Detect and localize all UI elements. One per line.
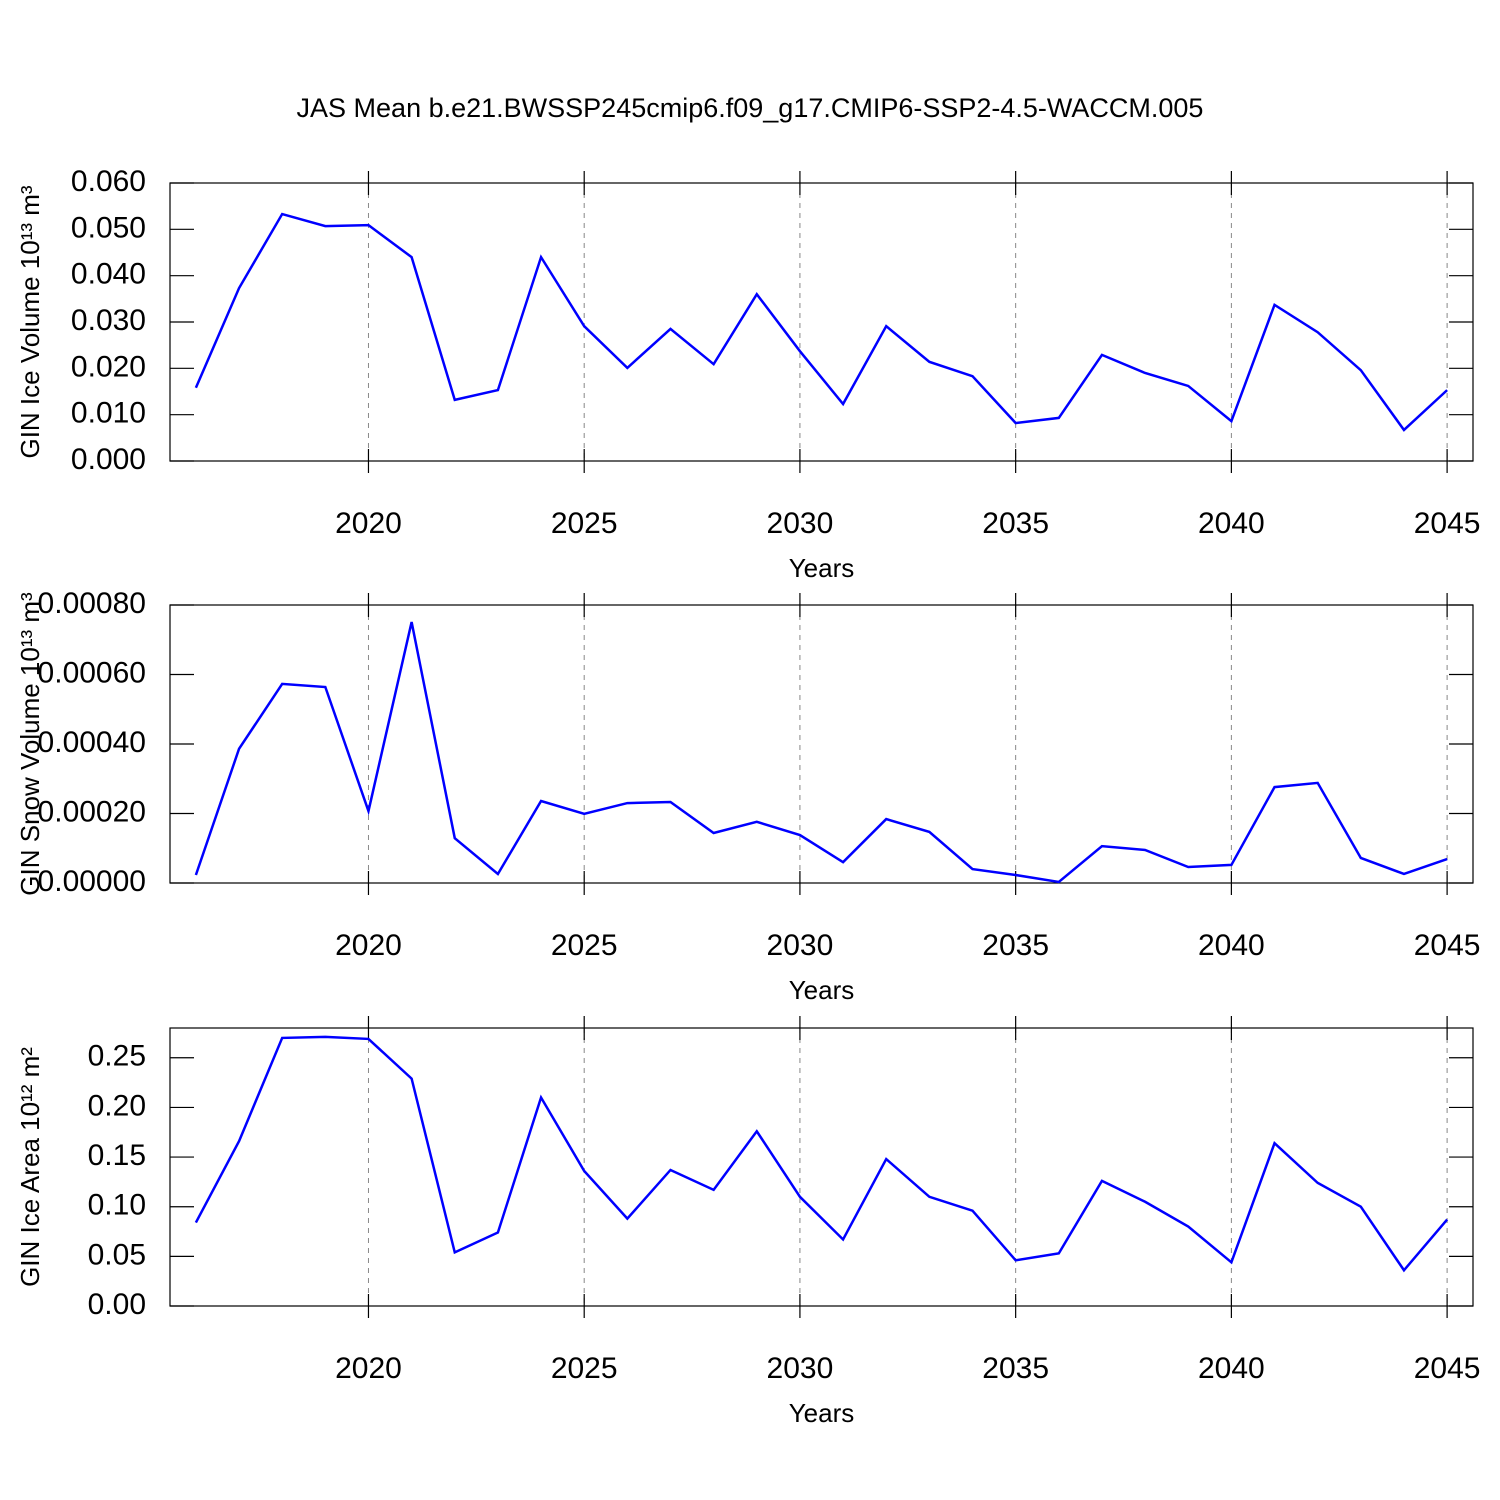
plot-frame: [169, 604, 1474, 884]
x-tick-label: 2045: [1414, 929, 1481, 962]
x-tick-label: 2030: [767, 507, 834, 540]
x-tick-label: 2040: [1198, 929, 1265, 962]
y-tick-label: 0.05: [88, 1238, 146, 1271]
y-tick-label: 0.030: [71, 304, 146, 337]
x-tick-label: 2020: [335, 507, 402, 540]
y-axis-label: GIN Ice Volume 10¹³ m³: [15, 185, 45, 458]
x-tick-label: 2045: [1414, 507, 1481, 540]
y-tick-label: 0.020: [71, 350, 146, 383]
x-tick-label: 2025: [551, 507, 618, 540]
y-tick-label: 0.00080: [38, 587, 146, 620]
y-tick-label: 0.00060: [38, 656, 146, 689]
x-tick-label: 2035: [982, 929, 1049, 962]
x-tick-label: 2020: [335, 929, 402, 962]
x-tick-label: 2040: [1198, 507, 1265, 540]
x-tick-label: 2035: [982, 1352, 1049, 1385]
y-axis-label: GIN Snow Volume 10¹³ m³: [15, 592, 45, 896]
y-tick-label: 0.040: [71, 258, 146, 291]
data-line: [194, 1035, 1449, 1273]
x-axis-label: Years: [789, 1398, 855, 1428]
x-tick-label: 2030: [767, 929, 834, 962]
x-axis-label: Years: [789, 553, 855, 583]
data-line: [194, 621, 1448, 884]
y-tick-label: 0.10: [88, 1189, 146, 1222]
y-tick-label: 0.25: [88, 1040, 146, 1073]
x-tick-label: 2020: [335, 1352, 402, 1385]
y-tick-label: 0.010: [71, 397, 146, 430]
x-tick-label: 2025: [551, 929, 618, 962]
x-axis-label: Years: [789, 975, 855, 1005]
y-axis-label: GIN Ice Area 10¹² m²: [15, 1047, 45, 1287]
x-tick-label: 2040: [1198, 1352, 1265, 1385]
plot-frame: [169, 1027, 1474, 1307]
y-tick-label: 0.00000: [38, 865, 146, 898]
y-tick-label: 0.00: [88, 1288, 146, 1321]
data-line: [194, 212, 1448, 432]
x-tick-label: 2045: [1414, 1352, 1481, 1385]
x-tick-label: 2025: [551, 1352, 618, 1385]
x-tick-label: 2035: [982, 507, 1049, 540]
y-tick-label: 0.000: [71, 443, 146, 476]
x-tick-label: 2030: [767, 1352, 834, 1385]
chart-title: JAS Mean b.e21.BWSSP245cmip6.f09_g17.CMI…: [297, 93, 1204, 123]
y-tick-label: 0.050: [71, 211, 146, 244]
y-tick-label: 0.15: [88, 1139, 146, 1172]
plot-frame: [169, 182, 1474, 462]
y-tick-label: 0.00020: [38, 795, 146, 828]
y-tick-label: 0.20: [88, 1089, 146, 1122]
y-tick-label: 0.00040: [38, 726, 146, 759]
y-tick-label: 0.060: [71, 165, 146, 198]
